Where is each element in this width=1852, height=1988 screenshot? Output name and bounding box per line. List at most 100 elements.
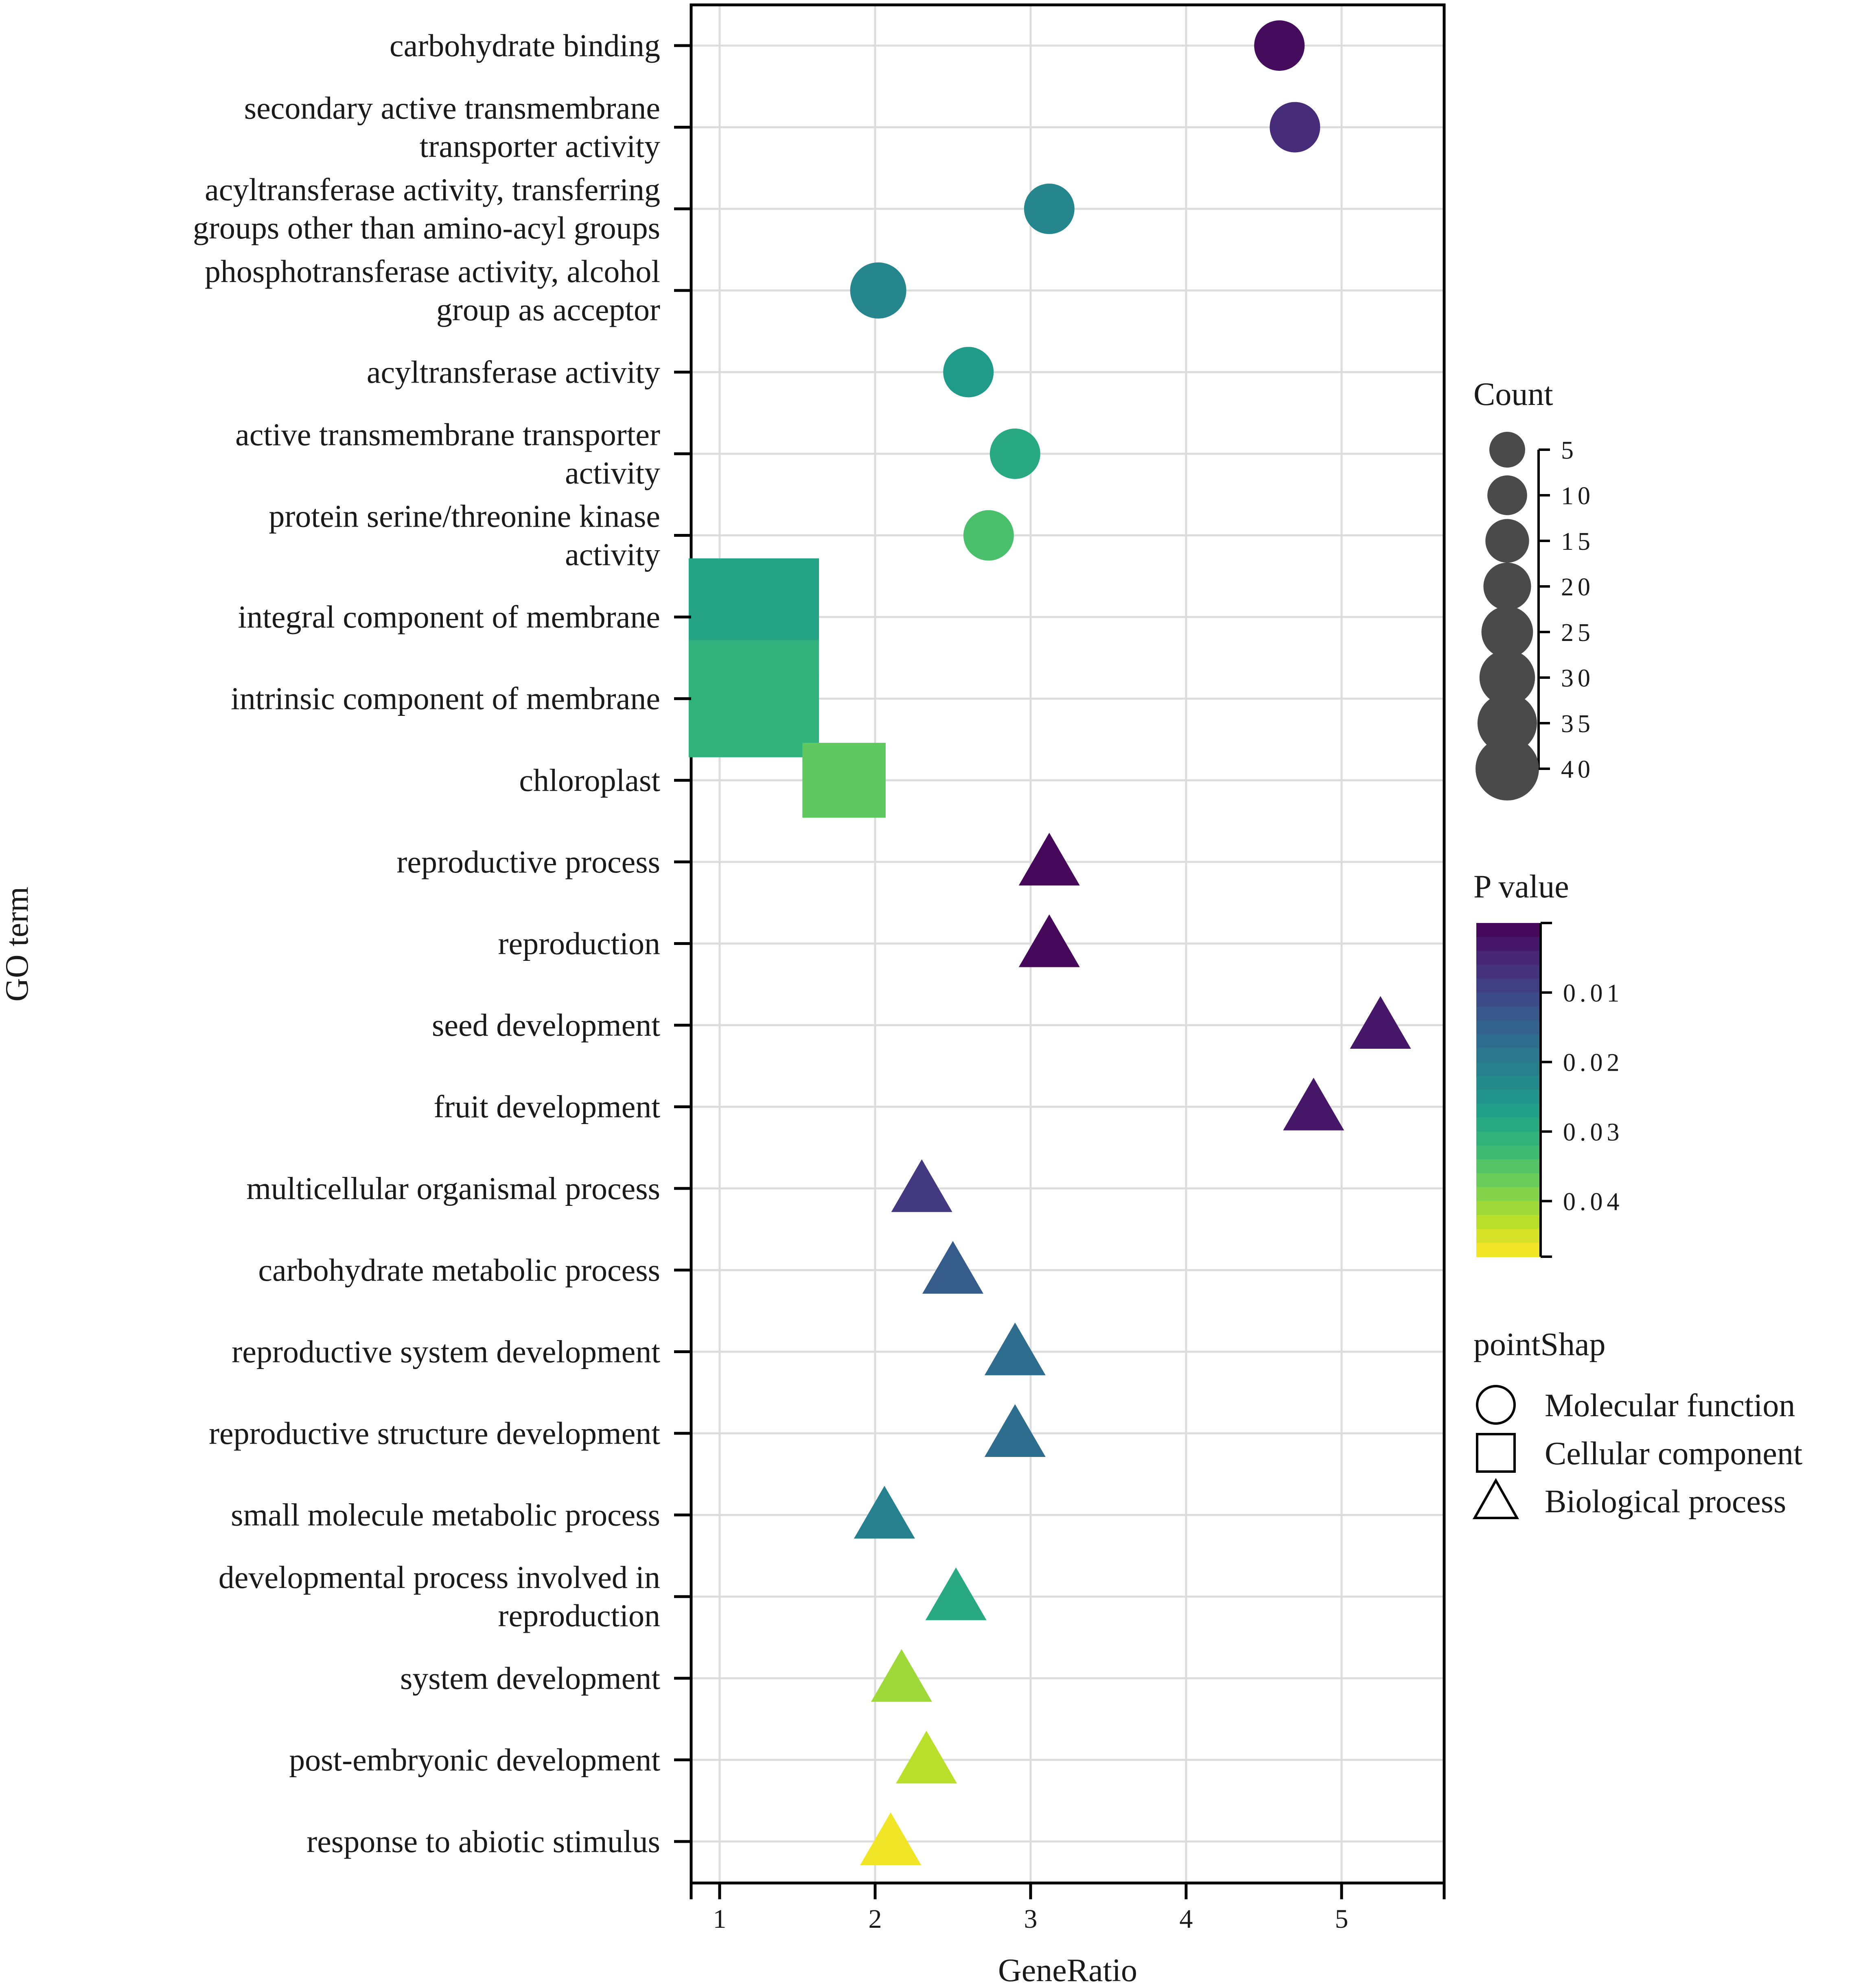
count-legend-circle bbox=[1489, 432, 1525, 468]
count-legend: Count 5 10 15 20 25 30 35 40 bbox=[1473, 376, 1594, 800]
y-tick-label-line: acyltransferase activity bbox=[367, 354, 660, 389]
count-legend-tick-label: 25 bbox=[1561, 619, 1594, 647]
count-legend-circle bbox=[1487, 475, 1527, 515]
pvalue-colorbar-step bbox=[1476, 979, 1541, 993]
data-point-triangle bbox=[1019, 833, 1080, 886]
data-point-triangle bbox=[896, 1731, 957, 1784]
y-tick-label-line: system development bbox=[400, 1660, 660, 1696]
y-tick-label-line: post-embryonic development bbox=[289, 1742, 660, 1777]
y-tick-label: reproduction bbox=[498, 926, 660, 961]
pvalue-colorbar-step bbox=[1476, 965, 1541, 979]
y-tick-label: chloroplast bbox=[519, 762, 660, 798]
count-legend-tick-label: 5 bbox=[1561, 437, 1578, 464]
y-tick-label-line: phosphotransferase activity, alcohol bbox=[205, 254, 660, 289]
data-point-square bbox=[802, 743, 886, 818]
y-tick-label: acyltransferase activity bbox=[367, 354, 660, 389]
y-tick-label: seed development bbox=[432, 1007, 660, 1043]
data-point-circle bbox=[850, 262, 906, 319]
y-tick-label: acyltransferase activity, transferring gr… bbox=[193, 172, 660, 245]
y-axis: carbohydrate binding secondary active tra… bbox=[193, 28, 691, 1859]
y-tick-label-line: activity bbox=[565, 455, 660, 490]
pvalue-colorbar-step bbox=[1476, 1201, 1541, 1215]
data-point-triangle bbox=[985, 1404, 1046, 1457]
pvalue-colorbar-step bbox=[1476, 1020, 1541, 1034]
y-tick-label: phosphotransferase activity, alcohol grou… bbox=[205, 254, 660, 327]
pvalue-colorbar-step bbox=[1476, 1006, 1541, 1021]
shape-legend-title: pointShap bbox=[1473, 1327, 1605, 1363]
y-tick-label: protein serine/threonine kinase activity bbox=[269, 499, 660, 572]
y-tick-label-line: response to abiotic stimulus bbox=[306, 1824, 660, 1859]
y-tick-label: small molecule metabolic process bbox=[231, 1497, 660, 1533]
pvalue-legend: P value 0.010.020.030.04 bbox=[1473, 869, 1624, 1257]
y-tick-label: response to abiotic stimulus bbox=[306, 1824, 660, 1859]
data-point-triangle bbox=[854, 1486, 915, 1539]
y-tick-label-line: seed development bbox=[432, 1007, 660, 1043]
pvalue-colorbar-step bbox=[1476, 1090, 1541, 1104]
y-tick-label-line: intrinsic component of membrane bbox=[231, 681, 660, 716]
y-tick-label-line: group as acceptor bbox=[436, 292, 660, 327]
y-tick-label-line: chloroplast bbox=[519, 762, 660, 798]
pvalue-colorbar-step bbox=[1476, 1187, 1541, 1201]
y-tick-label-line: active transmembrane transporter bbox=[235, 417, 660, 452]
count-legend-tick-label: 20 bbox=[1561, 573, 1594, 601]
pvalue-colorbar-step bbox=[1476, 1159, 1541, 1174]
y-tick-label: carbohydrate metabolic process bbox=[258, 1252, 660, 1288]
y-tick-label-line: reproductive process bbox=[396, 844, 660, 879]
data-point-circle bbox=[1024, 184, 1075, 234]
shape-legend: pointShap Molecular function Cellular com… bbox=[1473, 1327, 1802, 1520]
y-tick-label-line: carbohydrate binding bbox=[390, 28, 660, 63]
y-tick-label: secondary active transmembrane transporte… bbox=[244, 90, 660, 164]
data-point-circle bbox=[990, 429, 1040, 479]
y-tick-label-line: multicellular organismal process bbox=[246, 1170, 660, 1206]
x-tick-label: 2 bbox=[869, 1904, 882, 1934]
pvalue-colorbar-step bbox=[1476, 1229, 1541, 1243]
data-point-circle bbox=[1270, 102, 1320, 153]
pvalue-colorbar-step bbox=[1476, 993, 1541, 1007]
data-point-triangle bbox=[871, 1649, 932, 1702]
pvalue-colorbar-step bbox=[1476, 1062, 1541, 1076]
pvalue-colorbar-step bbox=[1476, 1076, 1541, 1090]
y-tick-label: post-embryonic development bbox=[289, 1742, 660, 1777]
y-tick-label: active transmembrane transporter activity bbox=[235, 417, 660, 490]
shape-legend-label: Cellular component bbox=[1545, 1436, 1802, 1472]
y-tick-label-line: secondary active transmembrane bbox=[244, 90, 660, 126]
y-tick-label-line: reproductive structure development bbox=[209, 1415, 660, 1451]
y-tick-label-line: fruit development bbox=[433, 1089, 660, 1124]
pvalue-colorbar-tick-label: 0.03 bbox=[1563, 1119, 1624, 1146]
data-point-triangle bbox=[926, 1568, 987, 1621]
shape-legend-label: Biological process bbox=[1545, 1484, 1786, 1520]
data-point-triangle bbox=[1019, 914, 1080, 967]
count-legend-tick-label: 30 bbox=[1561, 665, 1594, 692]
x-tick-label: 3 bbox=[1024, 1904, 1038, 1934]
count-legend-circle bbox=[1485, 519, 1529, 562]
pvalue-colorbar-tick-label: 0.02 bbox=[1563, 1049, 1624, 1077]
count-legend-tick-label: 15 bbox=[1561, 528, 1594, 556]
y-tick-label: developmental process involved in reprodu… bbox=[219, 1559, 660, 1633]
y-tick-label: reproductive system development bbox=[232, 1334, 660, 1369]
count-legend-circle bbox=[1483, 562, 1531, 610]
shape-legend-square-icon bbox=[1477, 1434, 1515, 1472]
x-tick-label: 1 bbox=[713, 1904, 727, 1934]
y-tick-label: reproductive structure development bbox=[209, 1415, 660, 1451]
count-legend-circle bbox=[1475, 737, 1539, 800]
y-tick-label: intrinsic component of membrane bbox=[231, 681, 660, 716]
data-point-circle bbox=[963, 510, 1014, 561]
count-legend-title: Count bbox=[1473, 376, 1553, 412]
shape-legend-circle-icon bbox=[1477, 1386, 1515, 1424]
pvalue-colorbar-step bbox=[1476, 1104, 1541, 1118]
pvalue-colorbar-tick-label: 0.01 bbox=[1563, 980, 1624, 1007]
pvalue-colorbar-step bbox=[1476, 923, 1541, 937]
shape-legend-label: Molecular function bbox=[1545, 1388, 1795, 1424]
data-point-circle bbox=[943, 347, 994, 397]
go-enrichment-chart: carbohydrate binding secondary active tra… bbox=[0, 0, 1852, 1988]
data-point-triangle bbox=[985, 1323, 1046, 1376]
data-point-triangle bbox=[860, 1812, 921, 1865]
y-tick-label: fruit development bbox=[433, 1089, 660, 1124]
shape-legend-triangle-icon bbox=[1475, 1481, 1517, 1518]
data-point-triangle bbox=[891, 1159, 952, 1212]
count-legend-tick-label: 35 bbox=[1561, 710, 1594, 738]
y-tick-label-line: protein serine/threonine kinase bbox=[269, 499, 660, 534]
x-axis-title: GeneRatio bbox=[998, 1953, 1137, 1988]
x-tick-label: 4 bbox=[1180, 1904, 1193, 1934]
y-axis-title: GO term bbox=[0, 887, 35, 1002]
